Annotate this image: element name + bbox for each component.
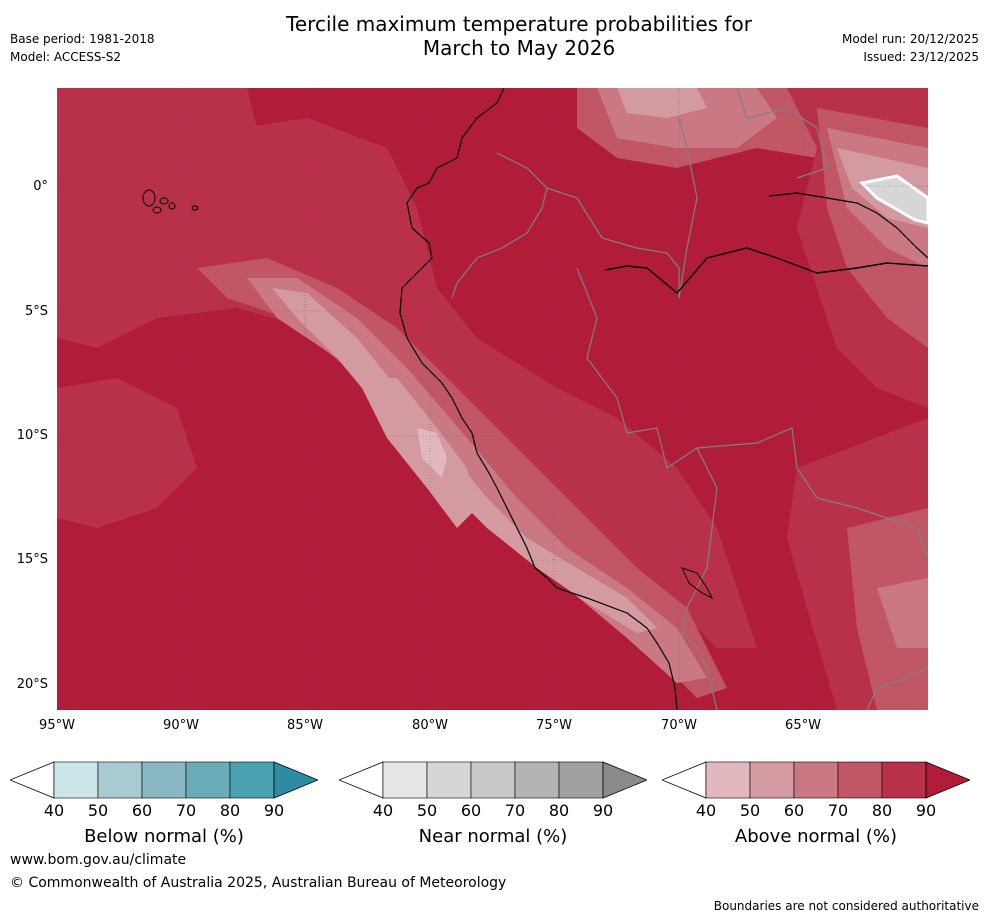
- near-colorbar-tick: 70: [504, 801, 526, 820]
- copyright: © Commonwealth of Australia 2025, Austra…: [10, 875, 507, 891]
- lat-label-15s: 15°S: [16, 552, 48, 567]
- below-normal-colorbar: [10, 761, 318, 799]
- band-40: [417, 428, 447, 478]
- near-colorbar-max-triangle: [602, 761, 647, 799]
- near-colorbar-segment: [426, 761, 472, 799]
- probability-map: [57, 88, 928, 710]
- near-colorbar-tick: 50: [416, 801, 438, 820]
- above-colorbar-min-triangle: [662, 761, 707, 799]
- below-colorbar-segment: [185, 761, 231, 799]
- above-colorbar-tick: 60: [783, 801, 805, 820]
- below-normal-label: Below normal (%): [84, 826, 244, 847]
- lat-label-0: 0°: [33, 179, 48, 194]
- below-colorbar-segment: [141, 761, 187, 799]
- below-colorbar-segment: [53, 761, 99, 799]
- galapagos-islands: [142, 189, 199, 214]
- meta-left: Base period: 1981-2018 Model: ACCESS-S2: [10, 30, 155, 66]
- above-normal-colorbar: [662, 761, 970, 799]
- band-50-north: [617, 88, 707, 118]
- above-colorbar-segment: [705, 761, 751, 799]
- map-title: Tercile maximum temperature probabilitie…: [0, 12, 988, 60]
- lake-titicaca: [681, 567, 714, 600]
- base-period: Base period: 1981-2018: [10, 32, 155, 46]
- near-colorbar-segment: [514, 761, 560, 799]
- amazon-river: [604, 247, 928, 294]
- near-normal-colorbar: [339, 761, 647, 799]
- country-border: [451, 88, 928, 710]
- near-colorbar-tick: 60: [460, 801, 482, 820]
- near-colorbar-segment: [382, 761, 428, 799]
- below-colorbar-segment: [97, 761, 143, 799]
- title-line-1: Tercile maximum temperature probabilitie…: [286, 12, 752, 36]
- below-colorbar-tick: 60: [131, 801, 153, 820]
- above-colorbar-tick: 80: [871, 801, 893, 820]
- lat-label-20s: 20°S: [16, 677, 48, 692]
- title-line-2: March to May 2026: [422, 36, 616, 60]
- model-run: Model run: 20/12/2025: [841, 32, 979, 46]
- below-colorbar-tick: 50: [87, 801, 109, 820]
- lon-label-95w: 95°W: [39, 718, 75, 733]
- coastline: [399, 88, 678, 710]
- above-colorbar-segment: [793, 761, 839, 799]
- above-colorbar-segment: [837, 761, 883, 799]
- above-colorbar-segment: [749, 761, 795, 799]
- near-colorbar-tick: 80: [548, 801, 570, 820]
- lon-label-85w: 85°W: [287, 718, 323, 733]
- below-colorbar-segment: [229, 761, 275, 799]
- graticule: [57, 88, 928, 710]
- above-normal-label: Above normal (%): [734, 826, 898, 847]
- above-colorbar-segment: [881, 761, 927, 799]
- meta-right: Model run: 20/12/2025 Issued: 23/12/2025: [842, 30, 979, 66]
- boundary-disclaimer: Boundaries are not considered authoritat…: [713, 899, 979, 913]
- band-50: [357, 378, 477, 528]
- lon-label-75w: 75°W: [536, 718, 572, 733]
- above-colorbar-tick: 50: [739, 801, 761, 820]
- near-colorbar-tick: 90: [592, 801, 614, 820]
- below-colorbar-tick: 80: [219, 801, 241, 820]
- lon-label-70w: 70°W: [661, 718, 697, 733]
- near-colorbar-segment: [470, 761, 516, 799]
- near-normal-label: Near normal (%): [418, 826, 568, 847]
- model-name: Model: ACCESS-S2: [10, 50, 122, 64]
- above-colorbar-tick: 70: [827, 801, 849, 820]
- above-colorbar-tick: 90: [915, 801, 937, 820]
- band-80-ocean: [57, 378, 197, 528]
- lat-label-10s: 10°S: [16, 428, 48, 443]
- band-50: [272, 288, 657, 633]
- near-normal-patch: [858, 174, 928, 225]
- website-link[interactable]: www.bom.gov.au/climate: [10, 852, 187, 868]
- lon-label-80w: 80°W: [412, 718, 448, 733]
- above-colorbar-max-triangle: [925, 761, 970, 799]
- below-colorbar-tick: 40: [43, 801, 65, 820]
- below-colorbar-tick: 90: [263, 801, 285, 820]
- issued-date: Issued: 23/12/2025: [863, 50, 979, 64]
- lon-label-65w: 65°W: [785, 718, 821, 733]
- near-colorbar-min-triangle: [339, 761, 384, 799]
- below-colorbar-min-triangle: [10, 761, 55, 799]
- lon-label-90w: 90°W: [163, 718, 199, 733]
- above-colorbar-tick: 40: [695, 801, 717, 820]
- near-colorbar-segment: [558, 761, 604, 799]
- near-colorbar-tick: 40: [372, 801, 394, 820]
- below-colorbar-tick: 70: [175, 801, 197, 820]
- northern-river: [768, 192, 928, 259]
- lat-label-5s: 5°S: [24, 304, 48, 319]
- below-colorbar-max-triangle: [273, 761, 318, 799]
- band-60-southeast: [877, 578, 928, 648]
